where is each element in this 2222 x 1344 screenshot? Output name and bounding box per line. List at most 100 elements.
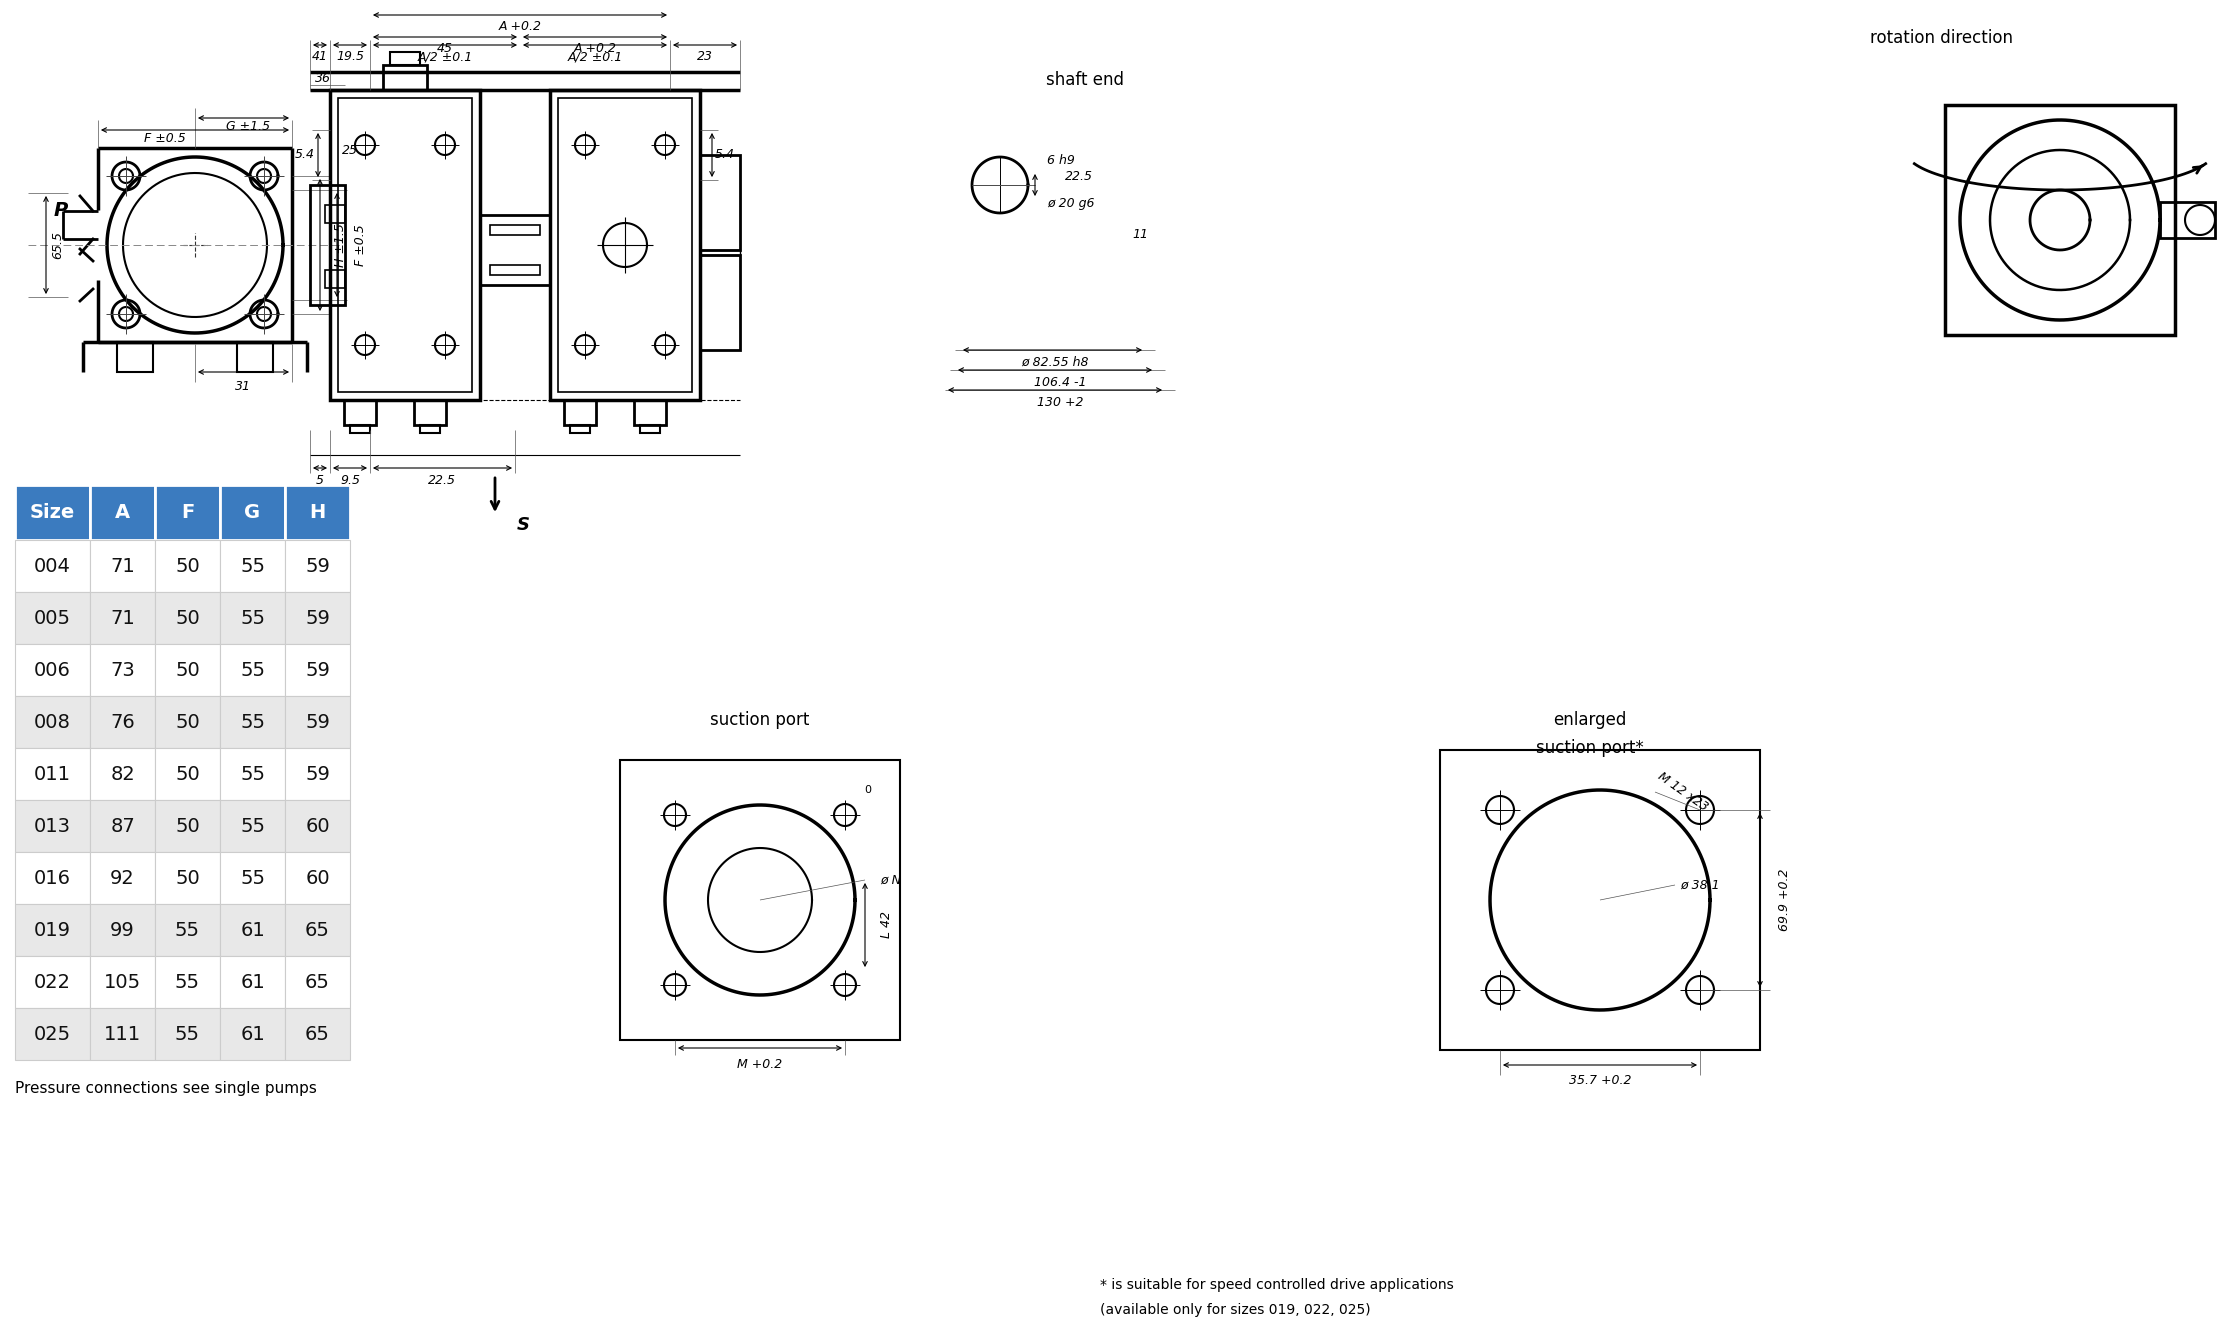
Text: 016: 016 <box>33 868 71 887</box>
Text: 19.5: 19.5 <box>336 51 364 63</box>
Text: 87: 87 <box>111 817 136 836</box>
Text: 50: 50 <box>176 660 200 680</box>
Text: ø 20 g6: ø 20 g6 <box>1047 196 1095 210</box>
Text: 61: 61 <box>240 973 264 992</box>
Bar <box>91 905 156 956</box>
Text: 35.7 +0.2: 35.7 +0.2 <box>1569 1074 1631 1086</box>
Bar <box>220 956 284 1008</box>
Text: 50: 50 <box>176 556 200 575</box>
Bar <box>480 215 551 285</box>
Text: A +0.2: A +0.2 <box>498 20 542 34</box>
Bar <box>284 485 351 540</box>
Text: 99: 99 <box>111 921 136 939</box>
Text: 55: 55 <box>240 556 264 575</box>
Bar <box>620 759 900 1040</box>
Bar <box>284 644 351 696</box>
Text: 50: 50 <box>176 765 200 784</box>
Text: 55: 55 <box>176 973 200 992</box>
Bar <box>391 52 420 65</box>
Text: 71: 71 <box>111 556 136 575</box>
Bar <box>91 956 156 1008</box>
Bar <box>156 800 220 852</box>
Text: 11: 11 <box>1131 228 1149 242</box>
Bar <box>220 540 284 591</box>
Text: H: H <box>309 503 327 521</box>
Text: 45: 45 <box>438 42 453 55</box>
Bar <box>284 956 351 1008</box>
Bar <box>284 1008 351 1060</box>
Text: 73: 73 <box>111 660 136 680</box>
Bar <box>324 206 344 223</box>
Bar <box>16 852 91 905</box>
Text: 55: 55 <box>240 817 264 836</box>
Text: 5: 5 <box>316 474 324 488</box>
Bar <box>700 255 740 349</box>
Bar <box>2160 202 2215 238</box>
Text: A: A <box>116 503 131 521</box>
Text: 82: 82 <box>111 765 136 784</box>
Text: 59: 59 <box>304 660 329 680</box>
Text: 9.5: 9.5 <box>340 474 360 488</box>
Bar <box>491 265 540 276</box>
Bar <box>156 905 220 956</box>
Text: A +0.2: A +0.2 <box>573 42 615 55</box>
Bar <box>220 485 284 540</box>
Bar <box>324 270 344 288</box>
Text: 005: 005 <box>33 609 71 628</box>
Text: 65: 65 <box>304 921 329 939</box>
Text: 59: 59 <box>304 765 329 784</box>
Text: 106.4 -1: 106.4 -1 <box>1033 375 1087 388</box>
Text: G ±1.5: G ±1.5 <box>227 120 271 133</box>
Text: 6 h9: 6 h9 <box>1047 153 1075 167</box>
Text: enlarged: enlarged <box>1553 711 1627 728</box>
Bar <box>640 425 660 433</box>
Text: ø 82.55 h8: ø 82.55 h8 <box>1022 356 1089 368</box>
Bar <box>91 749 156 800</box>
Text: 006: 006 <box>33 660 71 680</box>
Text: 130 +2: 130 +2 <box>1038 395 1084 409</box>
Bar <box>420 425 440 433</box>
Text: rotation direction: rotation direction <box>1871 30 2013 47</box>
Bar <box>551 90 700 401</box>
Bar <box>558 98 691 392</box>
Text: 50: 50 <box>176 868 200 887</box>
Text: 22.5: 22.5 <box>429 474 456 488</box>
Bar <box>16 644 91 696</box>
Bar <box>91 591 156 644</box>
Bar <box>156 852 220 905</box>
Bar <box>156 591 220 644</box>
Bar <box>220 852 284 905</box>
Bar <box>220 644 284 696</box>
Text: suction port*: suction port* <box>1535 739 1644 757</box>
Bar <box>118 341 153 372</box>
Text: 36: 36 <box>316 71 331 85</box>
Text: Size: Size <box>29 503 76 521</box>
Bar <box>156 485 220 540</box>
Text: 0: 0 <box>864 785 871 796</box>
Text: 31: 31 <box>236 380 251 394</box>
Bar <box>16 696 91 749</box>
Text: 5.4: 5.4 <box>296 148 316 161</box>
Bar <box>284 800 351 852</box>
Text: 004: 004 <box>33 556 71 575</box>
Text: F: F <box>180 503 193 521</box>
Bar <box>284 852 351 905</box>
Text: 65.5: 65.5 <box>51 231 64 259</box>
Bar <box>413 401 447 425</box>
Bar <box>344 401 376 425</box>
Bar <box>91 800 156 852</box>
Text: 5.4: 5.4 <box>715 148 735 161</box>
Bar <box>156 956 220 1008</box>
Text: 55: 55 <box>240 660 264 680</box>
Text: 69.9 +0.2: 69.9 +0.2 <box>1778 868 1791 931</box>
Text: ø N: ø N <box>880 874 900 887</box>
Text: 60: 60 <box>304 868 329 887</box>
Bar <box>156 540 220 591</box>
Text: H ±1.5: H ±1.5 <box>333 223 347 267</box>
Bar <box>382 65 427 90</box>
Bar <box>16 1008 91 1060</box>
Text: 50: 50 <box>176 712 200 731</box>
Text: 008: 008 <box>33 712 71 731</box>
Text: 55: 55 <box>240 868 264 887</box>
Text: 61: 61 <box>240 921 264 939</box>
